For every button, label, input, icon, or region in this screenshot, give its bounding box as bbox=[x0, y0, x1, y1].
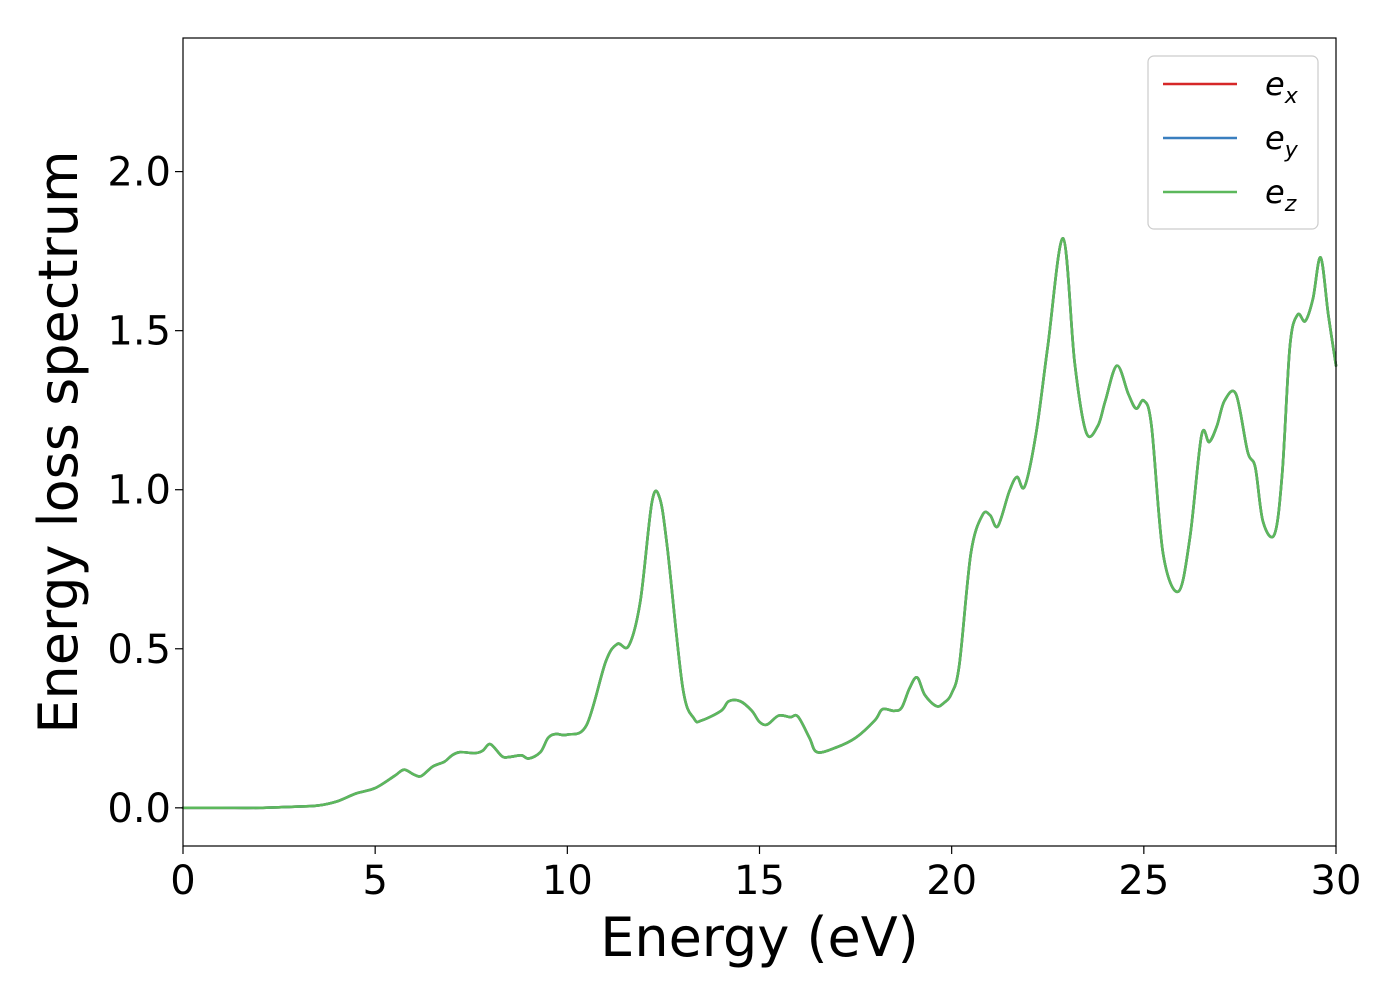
series-layer bbox=[181, 237, 1338, 810]
y-axis-ticks: 0.0 0.5 1.0 1.5 2.0 bbox=[107, 150, 183, 832]
x-tick-label: 5 bbox=[362, 858, 387, 904]
legend-box bbox=[1147, 55, 1319, 230]
x-tick-label: 10 bbox=[542, 858, 593, 904]
y-axis-title: Energy loss spectrum bbox=[27, 150, 90, 733]
x-tick-label: 0 bbox=[170, 858, 195, 904]
x-tick-label: 20 bbox=[926, 858, 977, 904]
y-tick-label: 1.0 bbox=[107, 468, 171, 514]
plot-area bbox=[183, 38, 1336, 846]
x-tick-label: 15 bbox=[734, 858, 785, 904]
x-tick-label: 25 bbox=[1118, 858, 1169, 904]
y-tick-label: 2.0 bbox=[107, 150, 171, 196]
series-line-ez bbox=[181, 237, 1338, 810]
x-tick-label: 30 bbox=[1311, 858, 1362, 904]
y-tick-label: 0.0 bbox=[107, 786, 171, 832]
x-axis-ticks: 0 5 10 15 20 25 30 bbox=[170, 846, 1361, 904]
x-axis-title: Energy (eV) bbox=[600, 906, 919, 969]
y-tick-label: 0.5 bbox=[107, 627, 171, 673]
y-tick-label: 1.5 bbox=[107, 309, 171, 355]
